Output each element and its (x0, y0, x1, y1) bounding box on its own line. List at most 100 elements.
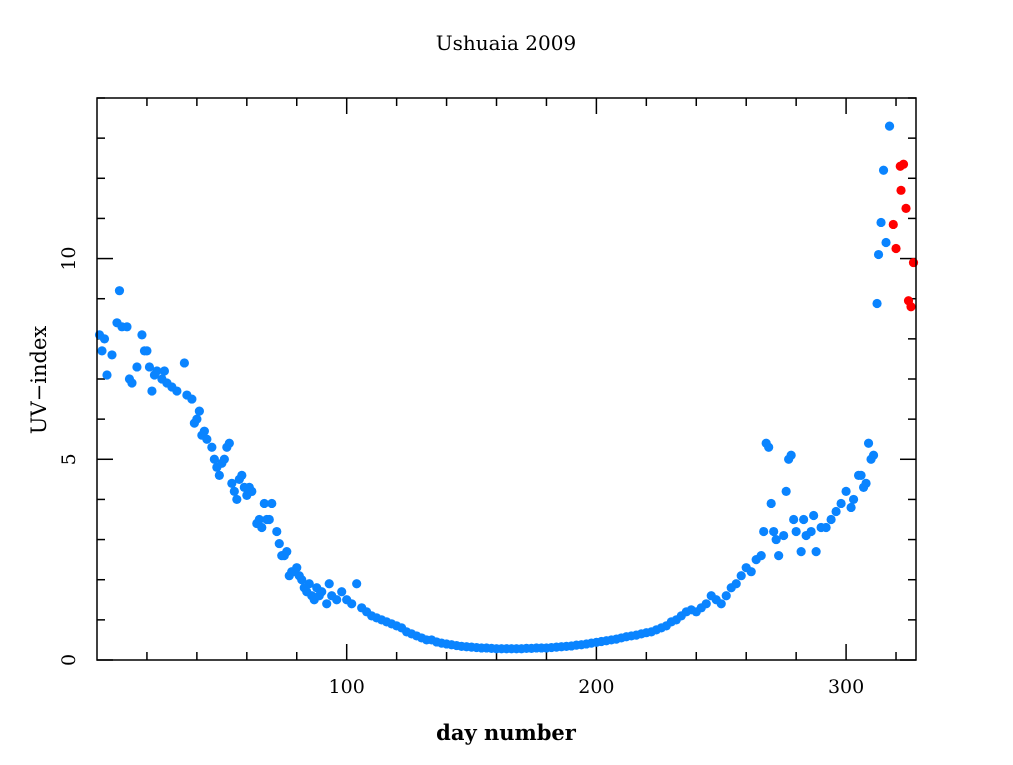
data-point-blue (806, 526, 816, 537)
data-point-blue (152, 366, 162, 376)
data-point-blue (199, 426, 209, 436)
data-points (94, 121, 919, 654)
data-point-blue (799, 514, 809, 525)
data-point-blue (132, 362, 142, 372)
data-point-blue (861, 478, 871, 488)
data-point-blue (224, 438, 234, 448)
data-point-red (891, 243, 901, 254)
data-point-blue (771, 534, 781, 545)
data-point-blue (292, 563, 302, 573)
data-point-blue (247, 486, 257, 496)
data-point-red (906, 302, 916, 312)
data-point-blue (142, 346, 152, 356)
data-point-blue (789, 514, 799, 525)
data-point-blue (114, 286, 125, 296)
data-point-blue (786, 450, 796, 460)
data-point-blue (831, 506, 841, 517)
tick-labels: 100 200 300 0 5 10 (58, 246, 864, 698)
data-point-red (888, 219, 898, 230)
data-point-blue (282, 547, 292, 557)
data-point-blue (232, 494, 242, 505)
data-point-blue (876, 217, 886, 228)
data-point-blue (237, 470, 247, 480)
data-point-blue (97, 346, 107, 356)
data-point-red (898, 159, 909, 169)
data-point-blue (159, 366, 170, 376)
data-point-blue (884, 121, 895, 131)
data-point-blue (229, 486, 239, 496)
data-point-blue (878, 165, 889, 175)
data-point-blue (207, 442, 217, 452)
data-point-blue (214, 470, 224, 480)
data-point-blue (102, 370, 112, 380)
data-point-blue (836, 498, 846, 509)
data-point-blue (809, 510, 819, 521)
data-point-blue (194, 406, 204, 416)
data-point-blue (137, 330, 147, 340)
y-tick-label: 10 (58, 246, 80, 270)
y-tick-label: 5 (58, 453, 80, 465)
x-tick-label: 300 (828, 676, 864, 698)
data-point-blue (841, 486, 851, 496)
data-point-blue (107, 350, 117, 360)
data-point-blue (332, 595, 342, 605)
y-tick-label: 0 (58, 654, 80, 666)
data-point-blue (259, 498, 269, 509)
data-point-blue (868, 450, 879, 460)
data-point-blue (324, 579, 334, 589)
data-point-blue (337, 587, 347, 597)
data-point-blue (257, 522, 267, 533)
data-point-blue (774, 551, 784, 561)
data-point-blue (304, 579, 314, 589)
data-point-blue (848, 494, 859, 505)
data-point-blue (781, 486, 791, 496)
data-point-blue (99, 334, 110, 344)
data-point-blue (872, 298, 882, 309)
data-point-blue (202, 434, 212, 444)
data-point-blue (746, 567, 756, 577)
data-point-blue (352, 579, 362, 589)
data-point-blue (274, 538, 284, 549)
data-point-blue (731, 579, 741, 589)
data-point-blue (826, 514, 836, 525)
x-axis-label: day number (436, 720, 577, 745)
data-point-blue (716, 599, 726, 609)
data-point-blue (721, 591, 731, 601)
data-point-blue (179, 358, 189, 368)
data-point-red (896, 185, 906, 195)
x-tick-label: 100 (329, 676, 365, 698)
data-point-blue (766, 498, 776, 509)
data-point-blue (796, 547, 806, 557)
data-point-blue (297, 575, 307, 585)
data-point-blue (264, 514, 274, 525)
data-point-blue (791, 526, 801, 537)
data-point-blue (122, 322, 132, 332)
data-point-blue (856, 470, 866, 480)
data-point-blue (779, 530, 789, 541)
data-point-blue (881, 237, 891, 248)
data-point-red (901, 203, 911, 213)
data-point-blue (347, 599, 357, 609)
data-point-blue (759, 526, 769, 537)
data-point-blue (821, 522, 831, 533)
data-point-blue (127, 378, 137, 388)
data-point-blue (144, 362, 155, 372)
data-point-blue (811, 547, 821, 557)
data-point-blue (756, 551, 766, 561)
data-point-blue (192, 414, 202, 424)
data-point-blue (873, 249, 884, 260)
data-point-blue (147, 386, 157, 396)
chart-title: Ushuaia 2009 (436, 31, 576, 55)
data-point-blue (322, 599, 332, 609)
x-tick-label: 200 (578, 676, 614, 698)
data-point-blue (227, 478, 237, 488)
data-point-blue (764, 442, 774, 452)
axis-ticks (97, 97, 916, 661)
data-point-blue (172, 386, 182, 396)
data-point-blue (272, 526, 282, 537)
data-point-blue (267, 498, 277, 509)
data-point-blue (209, 454, 219, 464)
data-point-blue (254, 514, 264, 525)
data-point-blue (187, 394, 197, 404)
